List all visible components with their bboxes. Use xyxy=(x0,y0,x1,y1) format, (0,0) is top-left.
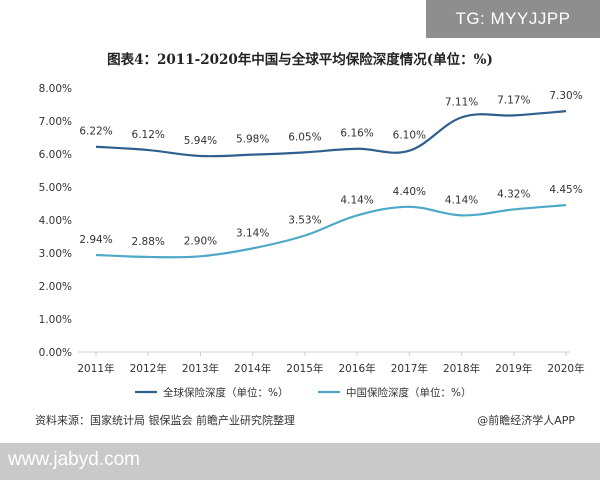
legend-label-china: 中国保险深度（单位：%） xyxy=(346,386,471,399)
y-tick-label: 4.00% xyxy=(39,215,72,227)
data-label: 6.16% xyxy=(340,128,373,140)
data-label: 7.11% xyxy=(445,96,478,108)
data-label: 5.98% xyxy=(236,134,269,146)
data-label: 6.12% xyxy=(132,129,165,141)
x-tick-label: 2018年 xyxy=(443,362,480,375)
data-label: 4.14% xyxy=(445,194,478,206)
source-text: 资料来源：国家统计局 银保监会 前瞻产业研究院整理 xyxy=(35,414,295,427)
y-tick-label: 0.00% xyxy=(39,347,72,359)
series-line-china xyxy=(95,204,567,259)
x-tick-label: 2019年 xyxy=(495,362,532,375)
series-line-global xyxy=(95,110,567,158)
footer-band: www.jabyd.com xyxy=(0,443,600,480)
footer-url: www.jabyd.com xyxy=(8,449,140,470)
data-label: 3.53% xyxy=(288,215,321,227)
x-tick-label: 2014年 xyxy=(234,362,271,375)
x-tick-label: 2020年 xyxy=(547,362,584,375)
y-tick-label: 6.00% xyxy=(39,149,72,161)
x-tick-label: 2011年 xyxy=(77,362,114,375)
data-label: 2.94% xyxy=(79,234,112,246)
legend-label-global: 全球保险深度（单位：%） xyxy=(163,386,288,399)
chart-title: 图表4：2011-2020年中国与全球平均保险深度情况(单位：%) xyxy=(107,52,493,68)
watermark-badge: TG: MYYJJPP xyxy=(426,0,600,38)
y-tick-label: 7.00% xyxy=(39,116,72,128)
x-tick-label: 2016年 xyxy=(338,362,375,375)
data-label: 4.14% xyxy=(340,194,373,206)
data-label: 7.30% xyxy=(549,90,582,102)
attribution-text: @前瞻经济学人APP xyxy=(477,414,575,427)
data-label: 4.32% xyxy=(497,188,530,200)
y-tick-label: 1.00% xyxy=(39,314,72,326)
data-label: 2.88% xyxy=(132,236,165,248)
data-label: 3.14% xyxy=(236,227,269,239)
y-tick-label: 8.00% xyxy=(39,83,72,95)
x-tick-label: 2013年 xyxy=(182,362,219,375)
y-tick-label: 3.00% xyxy=(39,248,72,260)
data-label: 2.90% xyxy=(184,235,217,247)
data-label: 6.05% xyxy=(288,131,321,143)
source-line: 资料来源：国家统计局 银保监会 前瞻产业研究院整理 @前瞻经济学人APP xyxy=(0,412,600,432)
data-label: 4.40% xyxy=(393,186,426,198)
x-tick-label: 2015年 xyxy=(286,362,323,375)
y-tick-label: 5.00% xyxy=(39,182,72,194)
data-label: 4.45% xyxy=(549,184,582,196)
x-tick-label: 2017年 xyxy=(391,362,428,375)
data-label: 7.17% xyxy=(497,94,530,106)
x-tick-label: 2012年 xyxy=(130,362,167,375)
data-label: 5.94% xyxy=(184,135,217,147)
line-chart: 0.00% 1.00% 2.00% 3.00% 4.00% 5.00% 6.00% 7.00%… xyxy=(39,83,585,399)
data-label: 6.10% xyxy=(393,130,426,142)
y-tick-label: 2.00% xyxy=(39,281,72,293)
data-label: 6.22% xyxy=(79,126,112,138)
